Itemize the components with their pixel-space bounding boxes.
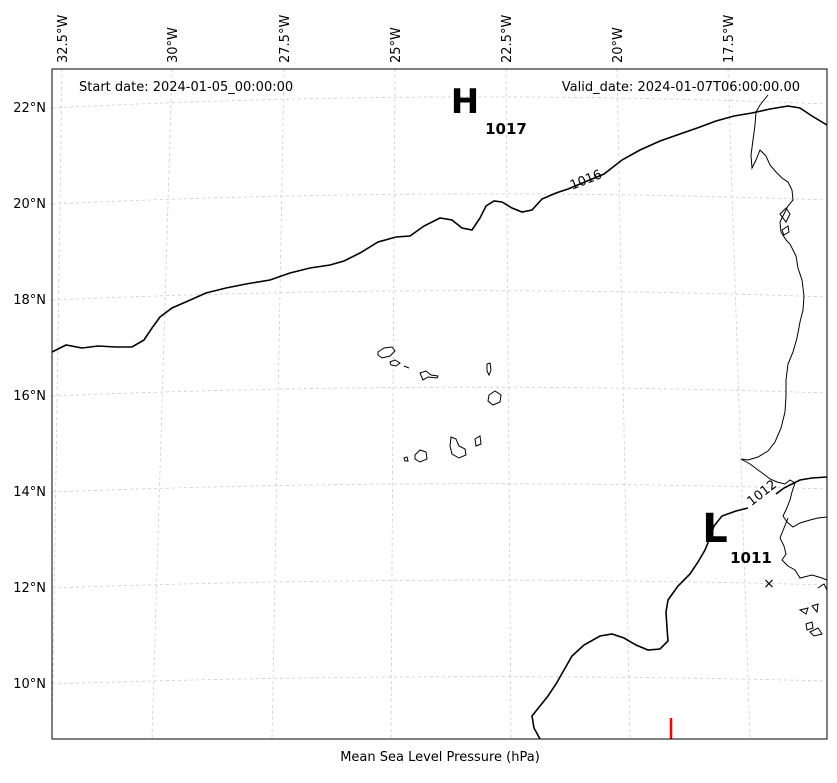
parallel-line (52, 386, 827, 397)
latitude-label: 18°N (13, 293, 46, 308)
meridian-line (727, 69, 751, 739)
island-sao-nicolau (419, 370, 439, 381)
longitude-label: 17.5°W (722, 15, 737, 63)
meridian-line (52, 69, 63, 739)
parallel-line (52, 290, 827, 301)
parallel-line (52, 483, 827, 493)
small-coastal-islands (779, 207, 791, 236)
parallel-line (52, 96, 827, 109)
latitude-label: 14°N (13, 485, 46, 500)
island-brava (403, 456, 409, 462)
isobars (52, 105, 827, 739)
low-pressure-value: 1011 (730, 549, 772, 567)
isobar-1016 (52, 105, 827, 353)
cape-verde-islands (377, 346, 502, 463)
meridian-line (390, 69, 396, 739)
parallel-line (52, 579, 827, 589)
latitude-label: 10°N (13, 677, 46, 692)
mauritania-coastline (740, 94, 827, 528)
latitude-label: 22°N (13, 101, 46, 116)
longitude-label: 25°W (389, 27, 404, 63)
start-date-label: Start date: 2024-01-05_00:00:00 (79, 80, 293, 95)
meridian-line (151, 69, 173, 739)
meridian-line (271, 69, 285, 739)
parallel-line (52, 676, 827, 685)
island-sal (486, 362, 492, 377)
senegal-coastline (779, 517, 827, 581)
island-fogo (414, 449, 428, 463)
low-pressure-symbol: L (702, 506, 728, 552)
latitude-label: 20°N (13, 197, 46, 212)
latitude-label: 16°N (13, 389, 46, 404)
parallel-line (52, 193, 827, 205)
meridian-line (616, 69, 631, 739)
island-boa-vista (487, 390, 502, 406)
island-sao-vicente (389, 359, 401, 367)
map-panel (52, 69, 827, 739)
longitude-label: 20°W (611, 27, 626, 63)
guinea-bissau-islands (798, 583, 827, 637)
cross-marker: × (763, 576, 775, 592)
meridian-gridlines (52, 69, 751, 739)
longitude-label: 22.5°W (500, 15, 515, 63)
island-santiago (449, 436, 467, 459)
high-pressure-symbol: H (451, 82, 479, 122)
longitude-labels: 32.5°W 30°W 27.5°W 25°W 22.5°W 20°W 17.5… (56, 15, 737, 63)
parallel-gridlines (52, 96, 827, 685)
island-santo-antao (377, 346, 396, 359)
island-santa-luzia (403, 365, 410, 369)
map-frame (51, 68, 828, 740)
meridian-line (505, 69, 512, 739)
coastline (740, 94, 827, 637)
longitude-label: 30°W (166, 27, 181, 63)
longitude-label: 32.5°W (56, 15, 71, 63)
latitude-label: 12°N (13, 581, 46, 596)
island-maio (474, 435, 482, 447)
isobar-1012 (531, 476, 827, 739)
map-caption: Mean Sea Level Pressure (hPa) (340, 750, 540, 765)
longitude-label: 27.5°W (278, 15, 293, 63)
valid-date-label: Valid_date: 2024-01-07T06:00:00.00 (562, 80, 800, 95)
high-pressure-value: 1017 (485, 120, 527, 138)
latitude-labels: 22°N 20°N 18°N 16°N 14°N 12°N 10°N (13, 101, 46, 692)
